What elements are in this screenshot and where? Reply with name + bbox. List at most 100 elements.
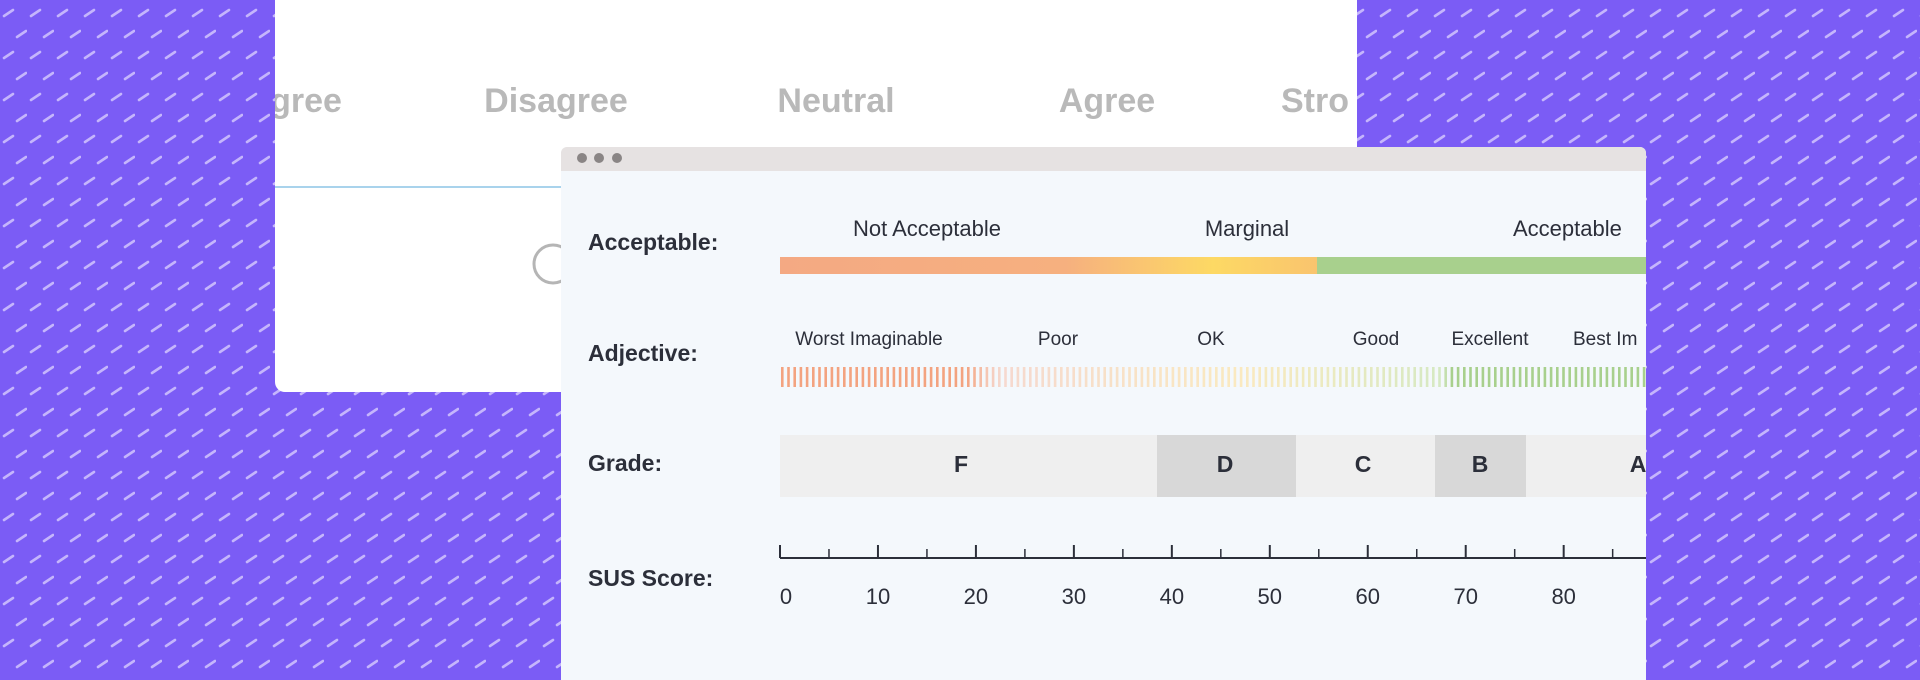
- scale-label: Stro: [1281, 82, 1349, 120]
- adjective-stripe: [1432, 367, 1435, 387]
- adjective-stripe: [991, 367, 995, 387]
- window-body: [561, 147, 1646, 680]
- adjective-stripe: [1258, 367, 1261, 387]
- tick-label: 30: [1062, 584, 1086, 609]
- scale-label: gree: [270, 82, 342, 120]
- title-bar: [561, 147, 1646, 171]
- adjective-stripe: [1227, 367, 1230, 387]
- adjective-stripe: [1047, 367, 1051, 387]
- adjective-stripe: [793, 367, 796, 387]
- adjective-stripe: [1450, 367, 1454, 387]
- adjective-stripe: [1630, 367, 1633, 387]
- adjective-stripe: [880, 367, 883, 387]
- adjective-stripe: [1010, 367, 1013, 387]
- adjective-stripe: [1084, 367, 1088, 387]
- adjective-stripe: [830, 367, 834, 387]
- grade-label: C: [1355, 451, 1372, 477]
- adjective-stripe: [1171, 367, 1175, 387]
- adjective-stripe: [1574, 367, 1578, 387]
- adjective-stripe: [781, 367, 784, 387]
- adjective-stripe: [1314, 367, 1317, 387]
- scale-content: F D C B A 0 10 20 30 40 50 60 70 80 Not Acceptable Ma…: [779, 216, 1646, 609]
- tick-label: 10: [866, 584, 890, 609]
- scale-label: Disagree: [484, 82, 628, 120]
- adjective-stripe: [1165, 367, 1168, 387]
- adjective-stripe: [1580, 367, 1584, 387]
- adjective-stripe: [1301, 367, 1305, 387]
- adjective-stripe: [1419, 367, 1423, 387]
- adjective-stripe: [1078, 367, 1082, 387]
- adjective-stripe: [936, 367, 939, 387]
- adjective-stripe: [855, 367, 858, 387]
- adjective-stripe: [1196, 367, 1199, 387]
- adjective-stripe: [1376, 367, 1379, 387]
- adjective-stripe: [1487, 367, 1491, 387]
- range-label: Acceptable: [1513, 216, 1622, 241]
- adjective-stripe: [1221, 367, 1224, 387]
- adjective-stripe: [1537, 367, 1540, 387]
- adjective-stripe: [1016, 367, 1020, 387]
- adjective-stripe: [985, 367, 989, 387]
- adjective-stripe: [1134, 367, 1137, 387]
- adjective-stripe: [1444, 367, 1447, 387]
- adjective-stripe: [1556, 367, 1559, 387]
- adjective-stripe: [1239, 367, 1243, 387]
- adjective-stripe: [1611, 367, 1615, 387]
- adjective-stripe: [1215, 367, 1218, 387]
- adjective-stripe: [979, 367, 982, 387]
- adjective-stripe: [799, 367, 803, 387]
- adjective-stripe: [1246, 367, 1249, 387]
- adjective-stripe: [1518, 367, 1522, 387]
- adjective-stripe: [874, 367, 877, 387]
- adjective-stripe: [1140, 367, 1144, 387]
- adjective-stripe: [1370, 367, 1373, 387]
- adjective-stripe: [1351, 367, 1354, 387]
- tick-label: 70: [1453, 584, 1477, 609]
- adjective-stripe: [1159, 367, 1162, 387]
- adjective-stripe: [1202, 367, 1206, 387]
- scale-label: Neutral: [777, 82, 894, 120]
- tick-label: 20: [964, 584, 988, 609]
- adjective-stripe: [1549, 367, 1553, 387]
- grade-band: [1296, 435, 1435, 497]
- adjective-stripe: [1401, 367, 1404, 387]
- adjective-stripe: [1636, 367, 1640, 387]
- adjective-stripe: [1072, 367, 1075, 387]
- grade-label: D: [1217, 451, 1234, 477]
- adjective-stripe: [843, 367, 846, 387]
- adjective-stripe: [973, 367, 976, 387]
- range-label: Not Acceptable: [853, 216, 1001, 241]
- adjective-stripe: [998, 367, 1001, 387]
- window-dot: [594, 153, 604, 163]
- adjective-stripe: [1568, 367, 1571, 387]
- adjective-stripe: [1115, 367, 1119, 387]
- adjective-stripe: [867, 367, 871, 387]
- adjective-stripe: [1382, 367, 1385, 387]
- row-label: SUS Score:: [588, 565, 713, 591]
- adjective-stripe: [1642, 367, 1646, 387]
- adjective-stripe: [905, 367, 908, 387]
- adjective-stripe: [1407, 367, 1410, 387]
- adjective-stripe: [1097, 367, 1100, 387]
- tick-label: 60: [1356, 584, 1380, 609]
- adjective-stripe: [1332, 367, 1336, 387]
- adjective-stripe: [1060, 367, 1063, 387]
- adjective-stripe: [1339, 367, 1342, 387]
- adjective-stripe: [1587, 367, 1590, 387]
- adjective-stripe: [818, 367, 821, 387]
- adjective-stripe: [923, 367, 927, 387]
- adjective-stripe: [1146, 367, 1150, 387]
- acceptability-bar: [780, 257, 1646, 274]
- grade-label: F: [954, 451, 968, 477]
- adjective-stripe: [1029, 367, 1032, 387]
- adjective-stripe: [929, 367, 933, 387]
- adjective-stripe: [849, 367, 852, 387]
- adjective-stripe: [1041, 367, 1044, 387]
- adjective-stripe: [1277, 367, 1280, 387]
- row-label: Grade:: [588, 450, 662, 476]
- adjective-stripe: [1463, 367, 1466, 387]
- adjective-stripe: [898, 367, 902, 387]
- adjective-label: Good: [1353, 329, 1399, 350]
- adjective-stripe: [1481, 367, 1485, 387]
